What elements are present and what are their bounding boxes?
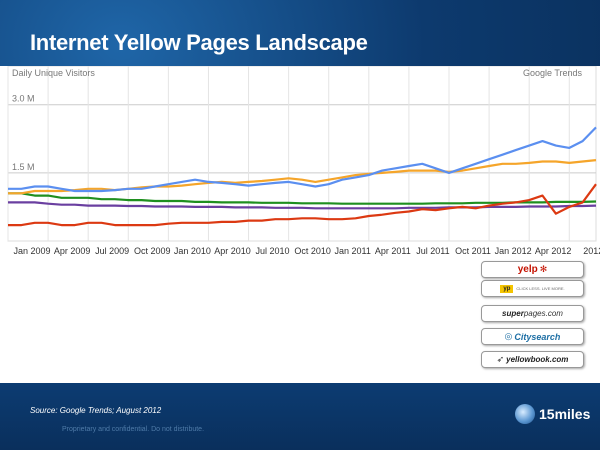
trends-chart: 1.5 M 3.0 M Jan 2009 Apr 2009 Jul 2009 Oct 2… — [7, 66, 600, 256]
yp-tagline: CLICK LESS. LIVE MORE. — [516, 285, 565, 291]
x-tick-label: Apr 2011 — [375, 246, 411, 256]
x-tick-label: Jul 2010 — [256, 246, 290, 256]
x-tick-label: Jan 2010 — [174, 246, 211, 256]
x-tick-label: Apr 2010 — [214, 246, 251, 256]
yellowbook-logo: yellowbook.com — [506, 355, 569, 364]
x-tick-label: Jan 2009 — [13, 246, 50, 256]
source-note: Source: Google Trends; August 2012 — [30, 406, 162, 415]
x-tick-label: Oct 2011 — [455, 246, 491, 256]
x-tick-label: Jul 2011 — [416, 246, 449, 256]
brand-logo: 15miles — [515, 404, 590, 426]
series-line-superpages-com — [8, 159, 597, 195]
series-line-citysearch — [8, 192, 597, 205]
grid-lines: 1.5 M 3.0 M — [7, 66, 597, 242]
x-tick-label: Apr 2012 — [535, 246, 572, 256]
y-tick-label: 1.5 M — [12, 162, 35, 172]
x-tick-label: 2012 — [583, 246, 600, 256]
yp-logo: yp — [500, 284, 514, 293]
series-line-yellowbook-com — [8, 201, 597, 210]
confidential-note: Proprietary and confidential. Do not dis… — [62, 426, 205, 433]
yellowbook-swoosh-icon: ➶ — [496, 354, 505, 364]
series-lines — [8, 126, 597, 227]
legend-item-superpages[interactable]: superpages.com — [481, 305, 584, 322]
legend-item-yp[interactable]: yp CLICK LESS. LIVE MORE. — [481, 280, 584, 297]
superpages-logo: superpages.com — [502, 309, 563, 318]
x-tick-label: Jul 2009 — [95, 246, 129, 256]
yelp-logo: yelp — [517, 264, 538, 275]
y-tick-label: 3.0 M — [12, 94, 35, 104]
citysearch-icon: ◎ — [504, 331, 513, 341]
yelp-burst-icon: ✻ — [539, 264, 548, 274]
superpages-logo-suffix: pages.com — [523, 309, 563, 318]
footer-band — [0, 383, 600, 450]
x-tick-label: Oct 2009 — [134, 246, 171, 256]
legend-item-citysearch[interactable]: ◎ Citysearch — [481, 328, 584, 345]
legend-item-yelp[interactable]: yelp ✻ — [481, 261, 584, 278]
series-line-yelp — [8, 183, 597, 227]
brand-globe-icon — [515, 404, 535, 424]
chart-watermark: Google Trends — [523, 68, 583, 78]
citysearch-logo: Citysearch — [514, 331, 561, 342]
x-tick-label: Oct 2010 — [294, 246, 331, 256]
chart-title: Daily Unique Visitors — [12, 68, 95, 78]
x-tick-label: Jan 2011 — [335, 246, 371, 256]
x-axis: Jan 2009 Apr 2009 Jul 2009 Oct 2009 Jan 2010… — [13, 246, 600, 256]
legend-item-yellowbook[interactable]: ➶ yellowbook.com — [481, 351, 584, 368]
x-tick-label: Jan 2012 — [495, 246, 532, 256]
brand-name: 15miles — [539, 406, 591, 422]
superpages-logo-prefix: super — [502, 309, 524, 318]
series-line-yp — [8, 126, 597, 193]
slide-title: Internet Yellow Pages Landscape — [30, 30, 368, 55]
x-tick-label: Apr 2009 — [54, 246, 91, 256]
